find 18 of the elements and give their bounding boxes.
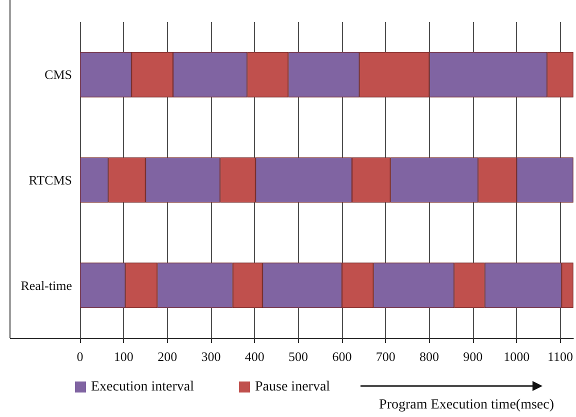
x-tick-label: 1000: [504, 349, 530, 364]
x-tick-label: 200: [158, 349, 178, 364]
x-tick-label: 100: [114, 349, 134, 364]
x-tick-label: 0: [76, 349, 84, 364]
legend-label: Pause inerval: [255, 380, 330, 394]
x-tick-label: 600: [332, 349, 352, 364]
x-tick-label: 800: [420, 349, 440, 364]
x-tick-label: 900: [463, 349, 483, 364]
y-tick-label: Real-time: [20, 278, 72, 293]
legend-label: Execution interval: [91, 380, 194, 394]
x-axis-title: Program Execution time(msec): [379, 398, 554, 412]
x-tick-label: 700: [376, 349, 396, 364]
y-tick-label: CMS: [44, 67, 72, 82]
x-tick-label: 400: [244, 349, 264, 364]
x-tick-label: 300: [201, 349, 221, 364]
y-tick-label: RTCMS: [28, 172, 72, 188]
x-tick-label: 1100: [547, 349, 574, 364]
x-tick-label: 500: [288, 349, 308, 364]
